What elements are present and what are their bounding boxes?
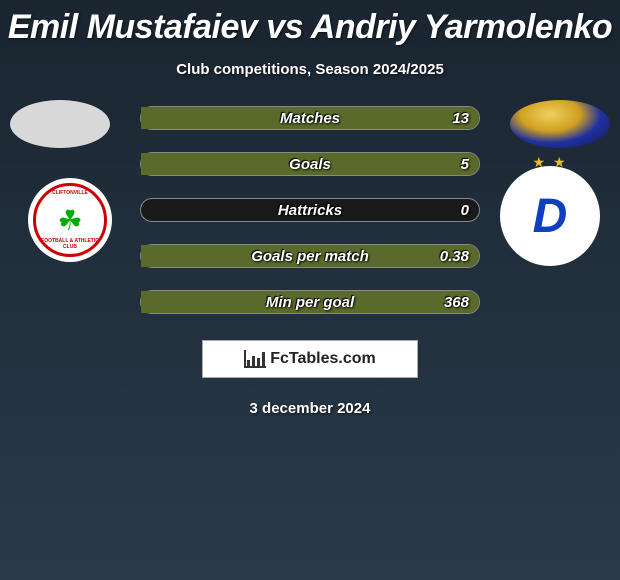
page-title: Emil Mustafaiev vs Andriy Yarmolenko [0,0,620,47]
stat-label: Goals per match [251,248,369,265]
club-left-label-top: CLIFTONVILLE [36,190,104,196]
club-left-badge: CLIFTONVILLE ☘ FOOTBALL & ATHLETIC CLUB [28,178,112,262]
stat-right-value: 0.38 [429,248,479,265]
stat-row: Goals per match 0.38 [140,244,480,268]
stars-icon: ★ ★ [533,154,568,171]
club-right-badge: ★ ★ D [500,166,600,266]
stat-right-value: 0 [429,202,479,219]
player-left-photo [10,100,110,148]
shamrock-icon: ☘ [57,204,82,237]
stat-right-value: 5 [429,156,479,173]
comparison-area: CLIFTONVILLE ☘ FOOTBALL & ATHLETIC CLUB … [0,106,620,417]
subtitle: Club competitions, Season 2024/2025 [0,61,620,78]
stat-row: Min per goal 368 [140,290,480,314]
stat-label: Min per goal [266,294,354,311]
stat-row: Goals 5 [140,152,480,176]
stat-right-value: 13 [429,110,479,127]
club-left-label-bottom: FOOTBALL & ATHLETIC CLUB [36,238,104,250]
stat-right-value: 368 [429,294,479,311]
club-right-letter: D [533,189,568,244]
stats-list: Matches 13 Goals 5 Hattricks 0 Goals per match… [140,106,480,314]
stat-row: Hattricks 0 [140,198,480,222]
site-logo-text: FcTables.com [270,350,376,368]
stat-label: Goals [289,156,331,173]
site-logo[interactable]: FcTables.com [202,340,418,378]
date-label: 3 december 2024 [0,400,620,417]
chart-icon [244,350,266,368]
player-right-photo [510,100,610,148]
stat-row: Matches 13 [140,106,480,130]
stat-label: Hattricks [278,202,342,219]
stat-label: Matches [280,110,340,127]
